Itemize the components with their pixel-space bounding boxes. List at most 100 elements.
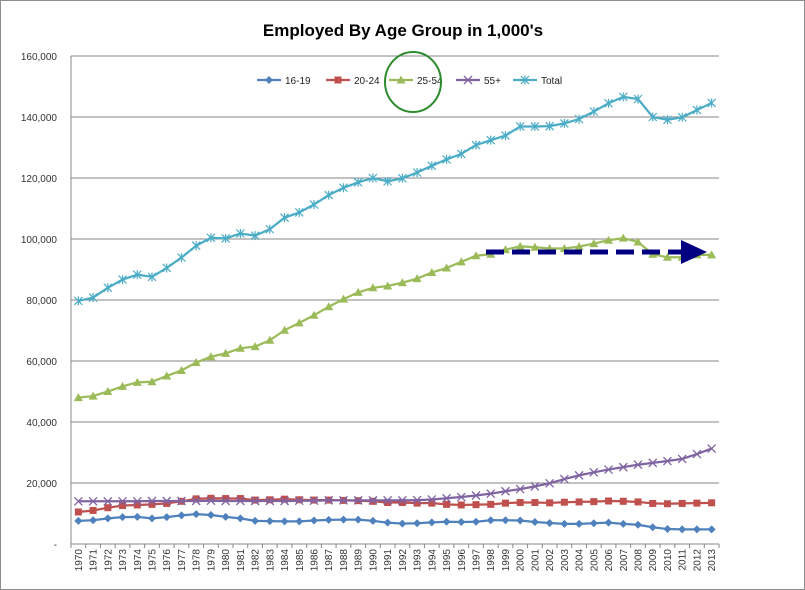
data-point bbox=[383, 495, 393, 505]
data-point bbox=[324, 495, 334, 505]
data-point bbox=[648, 523, 657, 532]
data-point bbox=[501, 499, 509, 507]
y-tick-label: 40,000 bbox=[26, 418, 57, 429]
data-point bbox=[250, 342, 260, 351]
data-point bbox=[604, 235, 614, 244]
data-point bbox=[294, 207, 304, 217]
data-point bbox=[221, 496, 231, 506]
x-tick-label: 1977 bbox=[177, 549, 188, 572]
data-point bbox=[516, 499, 524, 507]
data-point bbox=[442, 263, 452, 272]
legend-label: Total bbox=[541, 76, 562, 87]
data-point bbox=[294, 318, 304, 327]
data-point bbox=[339, 515, 348, 524]
data-point bbox=[618, 92, 628, 102]
data-point bbox=[103, 514, 112, 523]
x-tick-label: 1983 bbox=[265, 549, 276, 572]
data-point bbox=[457, 501, 465, 509]
x-tick-label: 1990 bbox=[368, 549, 379, 572]
x-tick-label: 1994 bbox=[427, 549, 438, 572]
data-point bbox=[206, 352, 216, 361]
data-point bbox=[191, 358, 201, 367]
data-point bbox=[266, 496, 274, 504]
x-tick-label: 2012 bbox=[692, 549, 703, 572]
data-point bbox=[192, 510, 201, 519]
data-point bbox=[442, 493, 452, 503]
x-tick-label: 2006 bbox=[604, 549, 615, 572]
data-point bbox=[487, 500, 495, 508]
data-point bbox=[678, 525, 687, 534]
data-point bbox=[163, 499, 171, 507]
data-point bbox=[442, 154, 451, 164]
y-tick-label: 160,000 bbox=[21, 52, 58, 63]
data-point bbox=[309, 496, 319, 506]
data-point bbox=[590, 498, 598, 506]
data-point bbox=[353, 287, 363, 296]
y-tick-label: 80,000 bbox=[26, 296, 57, 307]
y-tick-label: 140,000 bbox=[21, 113, 58, 124]
data-point bbox=[147, 496, 157, 506]
x-tick-label: 1992 bbox=[398, 549, 409, 572]
x-tick-label: 1979 bbox=[206, 549, 217, 572]
x-tick-label: 1988 bbox=[339, 549, 350, 572]
x-tick-label: 2003 bbox=[560, 549, 571, 572]
legend-item: 25-54 bbox=[389, 75, 443, 87]
data-point bbox=[89, 516, 98, 525]
data-point bbox=[412, 168, 422, 178]
data-point bbox=[192, 495, 200, 503]
data-point bbox=[501, 131, 510, 141]
data-point bbox=[515, 121, 525, 131]
data-point bbox=[707, 444, 717, 453]
legend-marker bbox=[396, 75, 406, 84]
data-point bbox=[221, 233, 231, 243]
x-tick-label: 1991 bbox=[383, 549, 394, 572]
data-point bbox=[250, 496, 260, 506]
data-point bbox=[221, 512, 230, 521]
data-point bbox=[575, 519, 584, 528]
series-group bbox=[73, 92, 717, 534]
data-point bbox=[176, 496, 186, 506]
x-tick-label: 2002 bbox=[545, 549, 556, 572]
data-point bbox=[443, 500, 451, 508]
data-point bbox=[148, 514, 156, 523]
x-tick-label: 1980 bbox=[221, 549, 232, 572]
data-point bbox=[118, 513, 127, 522]
data-point bbox=[471, 251, 481, 260]
gridlines bbox=[71, 55, 719, 545]
data-point bbox=[397, 495, 407, 505]
data-point bbox=[677, 112, 687, 122]
data-point bbox=[708, 499, 716, 507]
data-point bbox=[618, 462, 628, 472]
legend-item: 55+ bbox=[456, 75, 501, 87]
x-tick-label: 2001 bbox=[530, 549, 541, 572]
data-point bbox=[589, 239, 599, 248]
data-point bbox=[397, 278, 407, 287]
data-point bbox=[89, 506, 97, 514]
data-point bbox=[604, 518, 613, 527]
data-point bbox=[88, 391, 98, 400]
data-point bbox=[589, 107, 599, 117]
data-point bbox=[428, 499, 436, 507]
y-tick-label: 20,000 bbox=[26, 479, 57, 490]
data-point bbox=[133, 512, 142, 521]
x-tick-label: 1970 bbox=[74, 549, 85, 572]
data-point bbox=[427, 161, 437, 171]
data-point bbox=[677, 454, 687, 464]
x-tick-label: 1999 bbox=[501, 549, 512, 572]
data-point bbox=[368, 173, 378, 183]
annotations bbox=[384, 51, 707, 264]
data-point bbox=[73, 393, 83, 402]
data-point bbox=[118, 381, 128, 390]
legend-item: 16-19 bbox=[257, 76, 311, 87]
data-point bbox=[309, 200, 319, 210]
data-point bbox=[162, 496, 172, 506]
legend-marker bbox=[520, 75, 530, 85]
data-point bbox=[707, 250, 717, 259]
data-point bbox=[162, 263, 172, 273]
y-tick-label: 120,000 bbox=[21, 174, 58, 185]
data-point bbox=[516, 516, 525, 525]
data-point bbox=[589, 519, 598, 528]
data-point bbox=[531, 499, 539, 507]
